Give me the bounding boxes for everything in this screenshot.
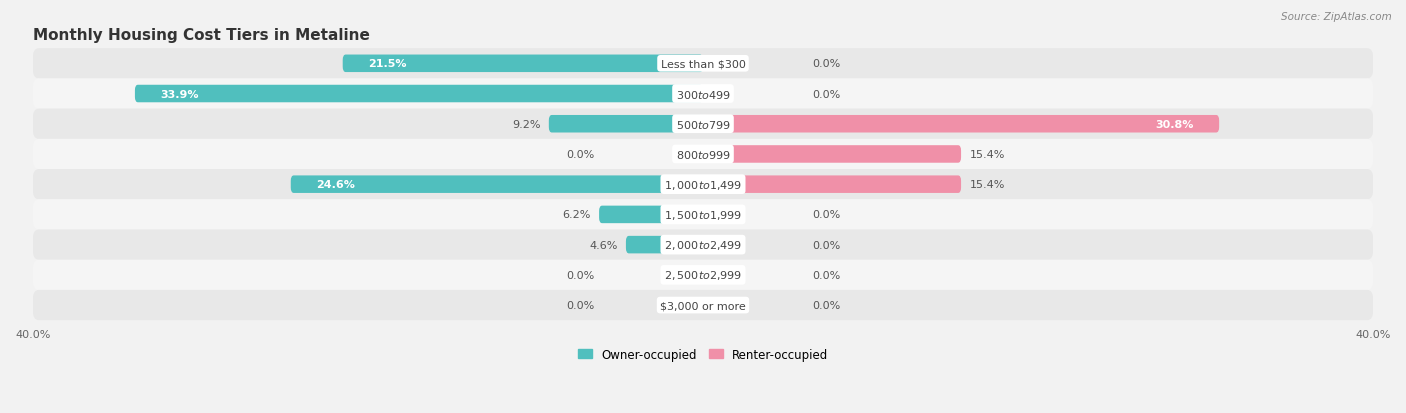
Text: 0.0%: 0.0% — [565, 300, 595, 310]
Text: 0.0%: 0.0% — [811, 59, 841, 69]
FancyBboxPatch shape — [32, 260, 1374, 290]
Text: 0.0%: 0.0% — [811, 210, 841, 220]
Text: Less than $300: Less than $300 — [661, 59, 745, 69]
Text: 4.6%: 4.6% — [589, 240, 617, 250]
Text: 0.0%: 0.0% — [811, 240, 841, 250]
FancyBboxPatch shape — [343, 55, 703, 73]
Text: 21.5%: 21.5% — [368, 59, 406, 69]
Text: Source: ZipAtlas.com: Source: ZipAtlas.com — [1281, 12, 1392, 22]
Text: 15.4%: 15.4% — [970, 180, 1005, 190]
FancyBboxPatch shape — [135, 85, 703, 103]
Text: 0.0%: 0.0% — [811, 300, 841, 310]
Text: 24.6%: 24.6% — [316, 180, 354, 190]
FancyBboxPatch shape — [32, 79, 1374, 109]
Text: $2,500 to $2,999: $2,500 to $2,999 — [664, 269, 742, 282]
Text: 30.8%: 30.8% — [1156, 119, 1194, 129]
Text: $3,000 or more: $3,000 or more — [661, 300, 745, 310]
FancyBboxPatch shape — [626, 236, 703, 254]
Text: 15.4%: 15.4% — [970, 150, 1005, 159]
Text: 9.2%: 9.2% — [512, 119, 540, 129]
FancyBboxPatch shape — [599, 206, 703, 223]
FancyBboxPatch shape — [32, 49, 1374, 79]
Text: 6.2%: 6.2% — [562, 210, 591, 220]
Text: $1,500 to $1,999: $1,500 to $1,999 — [664, 209, 742, 221]
Text: $1,000 to $1,499: $1,000 to $1,499 — [664, 178, 742, 191]
FancyBboxPatch shape — [703, 146, 962, 163]
FancyBboxPatch shape — [32, 170, 1374, 200]
Text: $500 to $799: $500 to $799 — [675, 119, 731, 131]
FancyBboxPatch shape — [703, 116, 1219, 133]
FancyBboxPatch shape — [703, 176, 962, 193]
Text: 0.0%: 0.0% — [565, 150, 595, 159]
FancyBboxPatch shape — [32, 230, 1374, 260]
Text: $300 to $499: $300 to $499 — [675, 88, 731, 100]
Text: 33.9%: 33.9% — [160, 89, 198, 99]
Text: 0.0%: 0.0% — [811, 270, 841, 280]
FancyBboxPatch shape — [32, 200, 1374, 230]
FancyBboxPatch shape — [291, 176, 703, 193]
FancyBboxPatch shape — [548, 116, 703, 133]
FancyBboxPatch shape — [32, 140, 1374, 170]
Text: $2,000 to $2,499: $2,000 to $2,499 — [664, 239, 742, 252]
Text: 0.0%: 0.0% — [811, 89, 841, 99]
FancyBboxPatch shape — [32, 290, 1374, 320]
Text: $800 to $999: $800 to $999 — [675, 149, 731, 161]
Text: Monthly Housing Cost Tiers in Metaline: Monthly Housing Cost Tiers in Metaline — [32, 28, 370, 43]
Text: 0.0%: 0.0% — [565, 270, 595, 280]
FancyBboxPatch shape — [32, 109, 1374, 140]
Legend: Owner-occupied, Renter-occupied: Owner-occupied, Renter-occupied — [572, 343, 834, 366]
